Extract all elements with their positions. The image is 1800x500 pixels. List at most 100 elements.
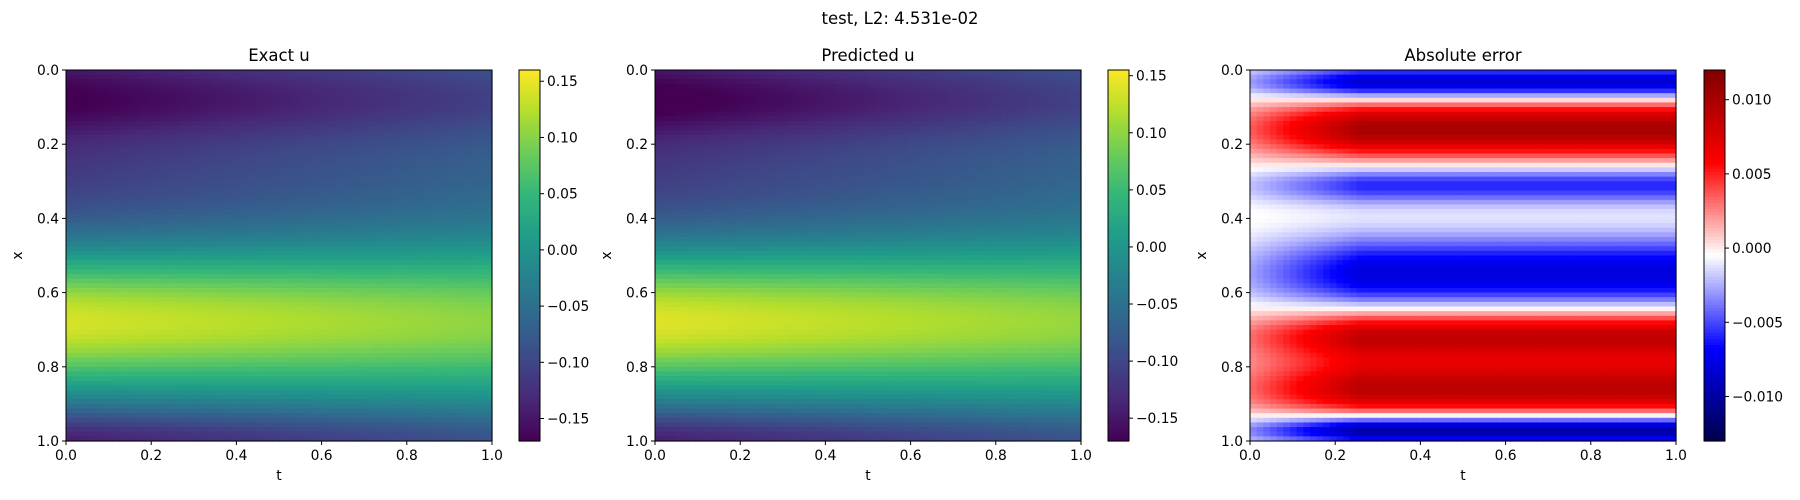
heatmap-cell	[212, 287, 220, 294]
heatmap-cell	[418, 107, 427, 113]
heatmap-cell	[192, 352, 200, 359]
heatmap-cell	[279, 236, 287, 243]
heatmap-cell	[458, 83, 466, 90]
heatmap-cell	[252, 352, 260, 359]
heatmap-cell	[432, 362, 440, 368]
heatmap-cell	[232, 236, 240, 243]
heatmap-cell	[352, 269, 360, 275]
heatmap-cell	[172, 134, 180, 141]
heatmap-cell	[145, 422, 154, 428]
heatmap-cell	[232, 181, 240, 187]
heatmap-cell	[345, 287, 353, 294]
heatmap-cell	[432, 185, 440, 192]
heatmap-cell	[99, 79, 107, 85]
heatmap-cell	[92, 343, 100, 349]
heatmap-cell	[199, 162, 207, 168]
heatmap-cell	[219, 385, 227, 391]
heatmap-cell	[432, 338, 440, 345]
heatmap-cell	[358, 315, 367, 322]
heatmap-cell	[432, 97, 440, 104]
heatmap-cell	[378, 246, 387, 252]
heatmap-cell	[119, 70, 127, 76]
heatmap-cell	[272, 315, 280, 322]
heatmap-cell	[212, 167, 220, 173]
heatmap-cell	[345, 376, 353, 382]
heatmap-cell	[472, 209, 480, 215]
heatmap-cell	[145, 297, 154, 303]
heatmap-cell	[205, 162, 214, 168]
heatmap-cell	[159, 292, 167, 298]
heatmap-cell	[438, 195, 447, 201]
heatmap-cell	[465, 144, 473, 150]
heatmap-cell	[485, 278, 493, 284]
heatmap-cell	[212, 102, 220, 108]
heatmap-cell	[279, 134, 287, 141]
heatmap-cell	[179, 102, 187, 108]
heatmap-cell	[225, 121, 234, 127]
heatmap-cell	[292, 325, 300, 331]
heatmap-cell	[132, 139, 140, 145]
heatmap-cell	[452, 427, 460, 433]
heatmap-cell	[212, 88, 220, 94]
heatmap-cell	[485, 213, 493, 219]
heatmap-cell	[205, 97, 214, 104]
heatmap-cell	[298, 70, 307, 76]
heatmap-cell	[345, 107, 353, 113]
heatmap-cell	[338, 311, 347, 317]
heatmap-cell	[199, 227, 207, 233]
heatmap-cell	[139, 79, 147, 85]
heatmap-cell	[105, 371, 114, 377]
heatmap-cell	[92, 362, 100, 368]
heatmap-cell	[292, 320, 300, 326]
heatmap-cell	[452, 227, 460, 233]
heatmap-cell	[279, 111, 287, 117]
heatmap-cell	[298, 357, 307, 363]
heatmap-cell	[199, 185, 207, 192]
heatmap-cell	[345, 352, 353, 359]
heatmap-cell	[378, 413, 387, 419]
heatmap-cell	[485, 236, 493, 243]
heatmap-cell	[212, 343, 220, 349]
heatmap-cell	[318, 362, 327, 368]
heatmap-cell	[159, 385, 167, 391]
heatmap-cell	[358, 83, 367, 90]
heatmap-cell	[345, 70, 353, 76]
heatmap-cell	[192, 306, 200, 312]
heatmap-cell	[398, 357, 407, 363]
heatmap-cell	[125, 167, 134, 173]
heatmap-cell	[119, 172, 127, 178]
heatmap-cell	[85, 329, 94, 335]
heatmap-cell	[239, 218, 247, 224]
heatmap-cell	[405, 167, 413, 173]
heatmap-cell	[219, 274, 227, 280]
heatmap-cell	[365, 199, 373, 206]
heatmap-cell	[438, 125, 447, 131]
heatmap-cell	[412, 181, 420, 187]
heatmap-cell	[252, 389, 260, 396]
heatmap-cell	[345, 167, 353, 173]
heatmap-cell	[385, 246, 393, 252]
heatmap-cell	[79, 389, 87, 396]
heatmap-cell	[292, 204, 300, 210]
heatmap-cell	[85, 125, 94, 131]
heatmap-cell	[112, 427, 120, 433]
heatmap-cell	[272, 204, 280, 210]
heatmap-cell	[66, 139, 74, 145]
heatmap-cell	[205, 385, 214, 391]
heatmap-cell	[365, 195, 373, 201]
heatmap-cell	[392, 125, 400, 131]
heatmap-cell	[125, 227, 134, 233]
heatmap-cell	[372, 158, 380, 164]
heatmap-cell	[92, 172, 100, 178]
heatmap-cell	[165, 241, 174, 247]
heatmap-cell	[92, 74, 100, 80]
heatmap-cell	[99, 329, 107, 335]
heatmap-cell	[239, 213, 247, 219]
heatmap-cell	[192, 209, 200, 215]
heatmap-cell	[445, 287, 453, 294]
heatmap-cell	[425, 102, 433, 108]
heatmap-cell	[212, 232, 220, 238]
heatmap-cell	[205, 287, 214, 294]
heatmap-cell	[79, 130, 87, 136]
heatmap-cell	[412, 371, 420, 377]
